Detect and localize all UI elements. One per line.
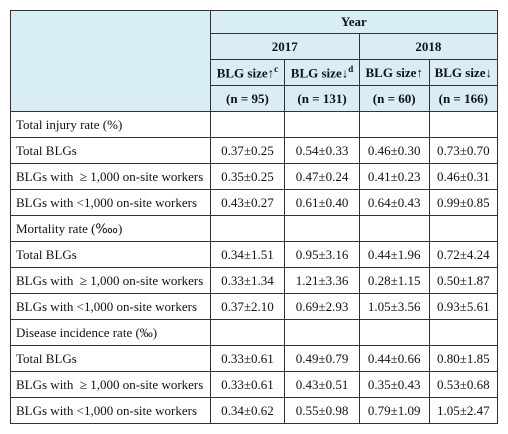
row-label: Disease incidence rate (‰) (10, 319, 211, 346)
row-label: Total injury rate (%) (10, 111, 211, 138)
empty-cell (209, 215, 286, 242)
empty-cell (284, 111, 360, 138)
data-row: BLGs with <1,000 on-site workers 0.37±2.1… (10, 293, 499, 320)
empty-cell (284, 215, 360, 242)
value-cell: 0.37±2.10 (209, 293, 286, 320)
data-row: Total BLGs 0.37±0.25 0.54±0.33 0.46±0.30 0.7… (10, 137, 499, 164)
value-cell: 0.69±2.93 (284, 293, 360, 320)
row-label: BLGs with <1,000 on-site workers (10, 293, 211, 320)
superscript: c (274, 63, 279, 74)
sample-size: (n = 95) (209, 85, 286, 112)
empty-cell (209, 111, 286, 138)
table-body: Total injury rate (%) Total BLGs 0.37±0.25… (10, 111, 499, 424)
year-cell: 2017 (209, 33, 360, 60)
value-cell: 0.34±1.51 (209, 241, 286, 268)
group-header: BLG size↑c (209, 59, 286, 86)
value-cell: 0.37±0.25 (209, 137, 286, 164)
value-cell: 0.44±1.96 (358, 241, 430, 268)
group-header: BLG size↓ (428, 59, 499, 86)
group-label: BLG size↓ (290, 65, 349, 81)
sample-size: (n = 131) (284, 85, 360, 112)
group-label: BLG size↑ (216, 65, 275, 81)
value-cell: 0.35±0.43 (358, 371, 430, 398)
row-label: BLGs with <1,000 on-site workers (10, 397, 211, 424)
value-cell: 0.55±0.98 (284, 397, 360, 424)
row-label: Mortality rate (‱) (10, 215, 211, 242)
superscript: d (348, 63, 354, 74)
row-label: BLGs with ≥ 1,000 on-site workers (10, 267, 211, 294)
value-cell: 0.50±1.87 (428, 267, 499, 294)
value-cell: 0.61±0.40 (284, 189, 360, 216)
value-cell: 0.34±0.62 (209, 397, 286, 424)
value-cell: 0.54±0.33 (284, 137, 360, 164)
empty-cell (358, 319, 430, 346)
empty-cell (428, 111, 499, 138)
value-cell: 0.72±4.24 (428, 241, 499, 268)
value-cell: 0.28±1.15 (358, 267, 430, 294)
year-header: Year (209, 10, 499, 34)
data-row: BLGs with ≥ 1,000 on-site workers 0.33±1.… (10, 267, 499, 294)
empty-cell (358, 215, 430, 242)
data-row: BLGs with <1,000 on-site workers 0.43±0.2… (10, 189, 499, 216)
group-label: BLG size↑ (365, 64, 423, 80)
header-row: (n = 95) (n = 131) (n = 60) (n = 166) (11, 85, 499, 112)
header-row: Year (10, 10, 499, 112)
data-row: Total BLGs 0.34±1.51 0.95±3.16 0.44±1.96 0.7… (10, 241, 499, 268)
value-cell: 0.80±1.85 (428, 345, 499, 372)
year-cell: 2018 (358, 33, 499, 60)
empty-cell (358, 111, 430, 138)
value-cell: 0.64±0.43 (358, 189, 430, 216)
value-cell: 0.46±0.30 (358, 137, 430, 164)
row-label: Total BLGs (10, 137, 211, 164)
empty-cell (428, 319, 499, 346)
row-label: Total BLGs (10, 241, 211, 268)
value-cell: 0.47±0.24 (284, 163, 360, 190)
value-cell: 0.43±0.51 (284, 371, 360, 398)
value-cell: 0.44±0.66 (358, 345, 430, 372)
value-cell: 0.33±0.61 (209, 345, 286, 372)
empty-cell (209, 319, 286, 346)
value-cell: 0.53±0.68 (428, 371, 499, 398)
value-cell: 0.33±0.61 (209, 371, 286, 398)
corner-cell (10, 10, 211, 112)
value-cell: 0.41±0.23 (358, 163, 430, 190)
table-header: Year 2017 2018 BLG size↑c BLG size↓d BLG si… (10, 10, 499, 112)
value-cell: 0.95±3.16 (284, 241, 360, 268)
value-cell: 0.99±0.85 (428, 189, 499, 216)
value-cell: 0.35±0.25 (209, 163, 286, 190)
value-cell: 1.05±3.56 (358, 293, 430, 320)
value-cell: 1.21±3.36 (284, 267, 360, 294)
sample-size: (n = 60) (358, 85, 430, 112)
data-row: BLGs with ≥ 1,000 on-site workers 0.33±0.… (10, 371, 499, 398)
row-label: Total BLGs (10, 345, 211, 372)
data-table: Year 2017 2018 BLG size↑c BLG size↓d BLG si… (10, 10, 499, 424)
value-cell: 0.79±1.09 (358, 397, 430, 424)
value-cell: 1.05±2.47 (428, 397, 499, 424)
row-label: BLGs with ≥ 1,000 on-site workers (10, 163, 211, 190)
group-label: BLG size↓ (434, 64, 492, 80)
data-row: BLGs with <1,000 on-site workers 0.34±0.6… (10, 397, 499, 424)
value-cell: 0.93±5.61 (428, 293, 499, 320)
section-row: Mortality rate (‱) (10, 215, 499, 242)
row-label: BLGs with ≥ 1,000 on-site workers (10, 371, 211, 398)
data-row: BLGs with ≥ 1,000 on-site workers 0.35±0.… (10, 163, 499, 190)
row-label: BLGs with <1,000 on-site workers (10, 189, 211, 216)
sample-size: (n = 166) (428, 85, 499, 112)
value-cell: 0.73±0.70 (428, 137, 499, 164)
value-cell: 0.49±0.79 (284, 345, 360, 372)
value-cell: 0.43±0.27 (209, 189, 286, 216)
value-cell: 0.33±1.34 (209, 267, 286, 294)
header-row: 2017 2018 (11, 33, 499, 60)
data-row: Total BLGs 0.33±0.61 0.49±0.79 0.44±0.66 0.8… (10, 345, 499, 372)
group-header: BLG size↓d (284, 59, 360, 86)
group-header: BLG size↑ (358, 59, 430, 86)
value-cell: 0.46±0.31 (428, 163, 499, 190)
empty-cell (428, 215, 499, 242)
section-row: Total injury rate (%) (10, 111, 499, 138)
section-row: Disease incidence rate (‰) (10, 319, 499, 346)
header-row: BLG size↑c BLG size↓d BLG size↑ BLG size↓ (11, 59, 499, 86)
empty-cell (284, 319, 360, 346)
